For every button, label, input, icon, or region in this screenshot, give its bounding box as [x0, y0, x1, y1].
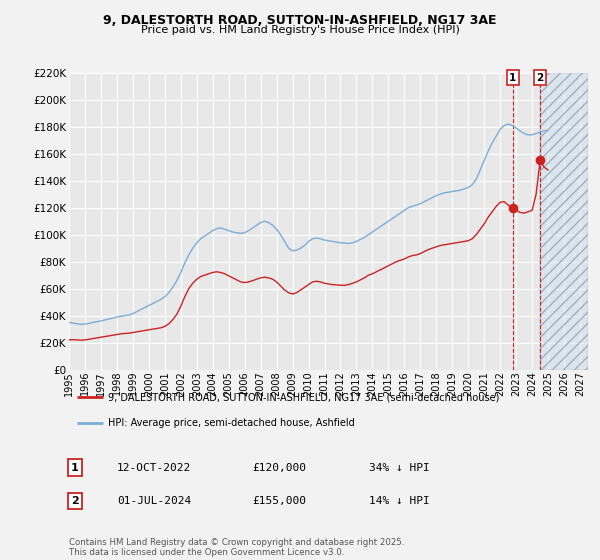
Text: 14% ↓ HPI: 14% ↓ HPI: [369, 496, 430, 506]
Text: 2: 2: [71, 496, 79, 506]
Text: 9, DALESTORTH ROAD, SUTTON-IN-ASHFIELD, NG17 3AE: 9, DALESTORTH ROAD, SUTTON-IN-ASHFIELD, …: [103, 14, 497, 27]
Text: 01-JUL-2024: 01-JUL-2024: [117, 496, 191, 506]
Text: HPI: Average price, semi-detached house, Ashfield: HPI: Average price, semi-detached house,…: [108, 418, 355, 428]
Text: 2: 2: [536, 73, 544, 83]
Text: Contains HM Land Registry data © Crown copyright and database right 2025.
This d: Contains HM Land Registry data © Crown c…: [69, 538, 404, 557]
Bar: [540, 73, 588, 370]
Text: 1: 1: [509, 73, 517, 83]
Bar: [540, 73, 588, 370]
Text: 12-OCT-2022: 12-OCT-2022: [117, 463, 191, 473]
Text: £155,000: £155,000: [252, 496, 306, 506]
Text: 34% ↓ HPI: 34% ↓ HPI: [369, 463, 430, 473]
Text: 9, DALESTORTH ROAD, SUTTON-IN-ASHFIELD, NG17 3AE (semi-detached house): 9, DALESTORTH ROAD, SUTTON-IN-ASHFIELD, …: [108, 392, 499, 402]
Text: £120,000: £120,000: [252, 463, 306, 473]
Text: 1: 1: [71, 463, 79, 473]
Text: Price paid vs. HM Land Registry's House Price Index (HPI): Price paid vs. HM Land Registry's House …: [140, 25, 460, 35]
